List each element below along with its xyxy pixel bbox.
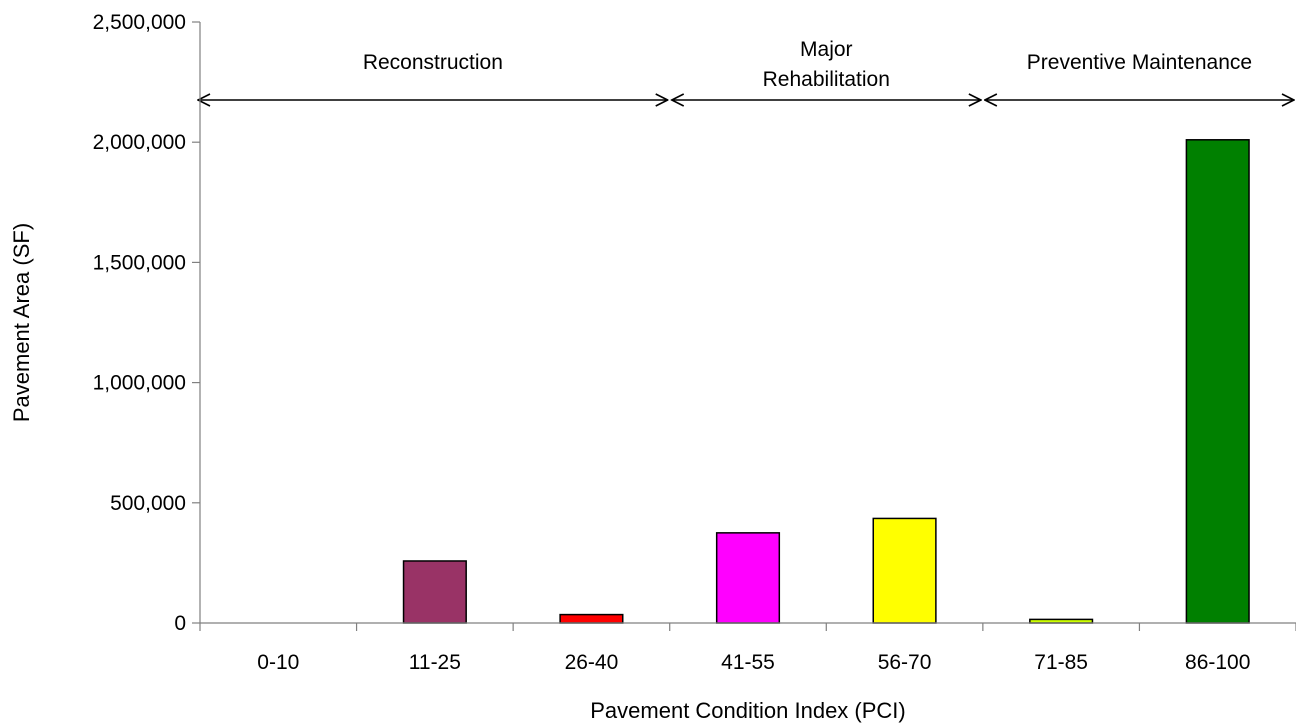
x-tick-label: 26-40 bbox=[565, 651, 619, 674]
treatment-annotations: Reconstruction Major Rehabilitation Prevent… bbox=[198, 38, 1294, 100]
x-axis-ticks: 0-10 11-25 26-40 41-55 56-70 71-85 86-100 bbox=[199, 623, 1296, 674]
y-axis-ticks: 0 500,000 1,000,000 1,500,000 2,000,000 2,500… bbox=[93, 11, 200, 635]
y-tick-label: 1,500,000 bbox=[93, 251, 186, 274]
bars bbox=[402, 139, 1250, 624]
x-tick-label: 41-55 bbox=[721, 651, 775, 674]
y-axis-title: Pavement Area (SF) bbox=[9, 223, 34, 422]
y-tick-label: 1,000,000 bbox=[93, 372, 186, 395]
x-axis-title: Pavement Condition Index (PCI) bbox=[590, 698, 906, 723]
y-tick-label: 0 bbox=[174, 612, 186, 635]
x-tick-label: 0-10 bbox=[257, 651, 299, 674]
range-label: Reconstruction bbox=[363, 51, 503, 74]
bar-86-100 bbox=[1185, 139, 1250, 624]
bar-26-40 bbox=[559, 613, 624, 624]
range-label: Major bbox=[800, 38, 853, 61]
bar-41-55 bbox=[715, 532, 781, 624]
x-tick-label: 86-100 bbox=[1185, 651, 1250, 674]
range-label: Preventive Maintenance bbox=[1027, 51, 1252, 74]
y-tick-label: 2,000,000 bbox=[93, 131, 186, 154]
y-tick-label: 500,000 bbox=[110, 492, 186, 515]
bar-56-70 bbox=[872, 517, 937, 624]
x-tick-label: 56-70 bbox=[878, 651, 932, 674]
bar-11-25 bbox=[402, 560, 467, 624]
y-tick-label: 2,500,000 bbox=[93, 11, 186, 34]
range-label: Rehabilitation bbox=[763, 68, 890, 91]
x-tick-label: 71-85 bbox=[1034, 651, 1088, 674]
x-tick-label: 11-25 bbox=[409, 651, 461, 674]
